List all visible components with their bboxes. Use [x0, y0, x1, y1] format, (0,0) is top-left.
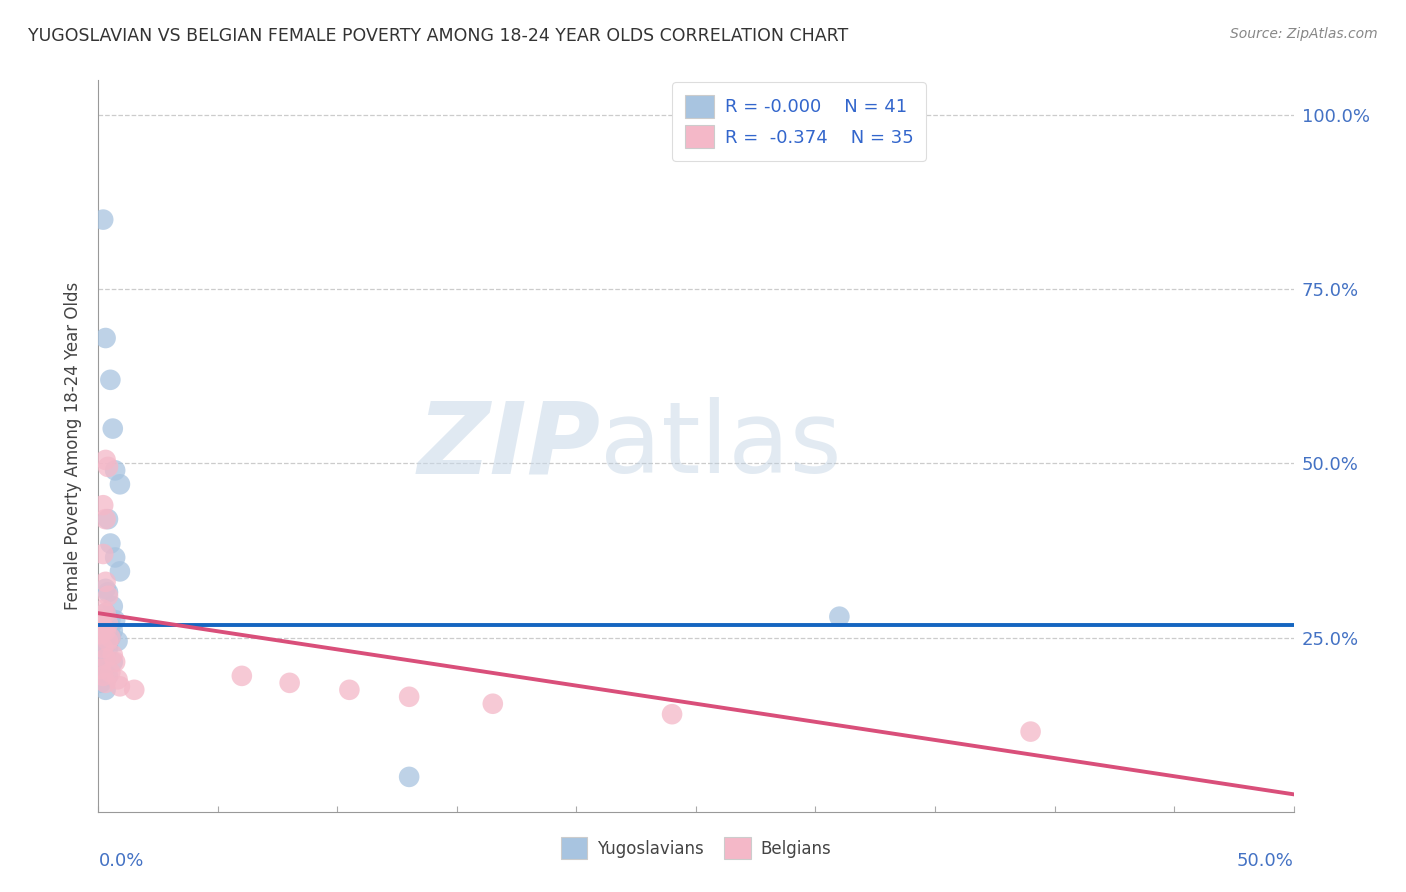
Point	[91, 669, 114, 683]
Point	[97, 585, 120, 599]
Point	[91, 212, 114, 227]
Point	[481, 697, 505, 711]
Point	[97, 627, 120, 641]
Point	[94, 638, 117, 652]
Point	[1019, 724, 1042, 739]
Point	[104, 655, 127, 669]
Point	[98, 620, 122, 634]
Point	[828, 609, 851, 624]
Point	[97, 589, 120, 603]
Text: Source: ZipAtlas.com: Source: ZipAtlas.com	[1230, 27, 1378, 41]
Point	[91, 640, 114, 655]
Point	[91, 498, 114, 512]
Point	[91, 616, 114, 631]
Point	[108, 679, 131, 693]
Text: 0.0%: 0.0%	[98, 852, 143, 870]
Point	[661, 707, 683, 722]
Point	[398, 770, 420, 784]
Point	[94, 682, 117, 697]
Point	[94, 631, 117, 645]
Point	[101, 655, 124, 669]
Point	[94, 453, 117, 467]
Point	[124, 682, 146, 697]
Point	[98, 613, 122, 627]
Point	[104, 613, 127, 627]
Point	[94, 582, 117, 596]
Point	[97, 512, 120, 526]
Point	[97, 616, 120, 631]
Point	[231, 669, 253, 683]
Point	[97, 669, 120, 683]
Text: YUGOSLAVIAN VS BELGIAN FEMALE POVERTY AMONG 18-24 YEAR OLDS CORRELATION CHART: YUGOSLAVIAN VS BELGIAN FEMALE POVERTY AM…	[28, 27, 848, 45]
Point	[91, 627, 114, 641]
Legend: Yugoslavians, Belgians: Yugoslavians, Belgians	[554, 830, 838, 865]
Point	[91, 665, 114, 680]
Point	[94, 624, 117, 638]
Text: 50.0%: 50.0%	[1237, 852, 1294, 870]
Point	[90, 638, 112, 652]
Y-axis label: Female Poverty Among 18-24 Year Olds: Female Poverty Among 18-24 Year Olds	[65, 282, 83, 610]
Point	[91, 547, 114, 561]
Point	[91, 640, 114, 655]
Point	[97, 616, 120, 631]
Point	[107, 634, 129, 648]
Point	[90, 648, 112, 662]
Point	[98, 665, 122, 680]
Point	[98, 631, 122, 645]
Point	[90, 627, 112, 641]
Point	[91, 603, 114, 617]
Point	[94, 620, 117, 634]
Point	[94, 606, 117, 620]
Text: ZIP: ZIP	[418, 398, 600, 494]
Point	[101, 624, 124, 638]
Point	[97, 634, 120, 648]
Text: atlas: atlas	[600, 398, 842, 494]
Point	[91, 620, 114, 634]
Point	[101, 599, 124, 614]
Point	[90, 613, 112, 627]
Point	[90, 662, 112, 676]
Point	[90, 620, 112, 634]
Point	[90, 631, 112, 645]
Point	[90, 676, 112, 690]
Point	[94, 676, 117, 690]
Point	[108, 477, 131, 491]
Point	[94, 574, 117, 589]
Point	[98, 536, 122, 550]
Point	[97, 640, 120, 655]
Point	[94, 606, 117, 620]
Point	[98, 631, 122, 645]
Point	[98, 373, 122, 387]
Point	[108, 565, 131, 579]
Point	[101, 648, 124, 662]
Point	[339, 682, 360, 697]
Point	[278, 676, 301, 690]
Point	[104, 550, 127, 565]
Point	[398, 690, 420, 704]
Point	[94, 651, 117, 665]
Point	[97, 459, 120, 474]
Point	[94, 512, 117, 526]
Point	[94, 331, 117, 345]
Point	[107, 673, 129, 687]
Point	[101, 421, 124, 435]
Point	[94, 651, 117, 665]
Point	[104, 463, 127, 477]
